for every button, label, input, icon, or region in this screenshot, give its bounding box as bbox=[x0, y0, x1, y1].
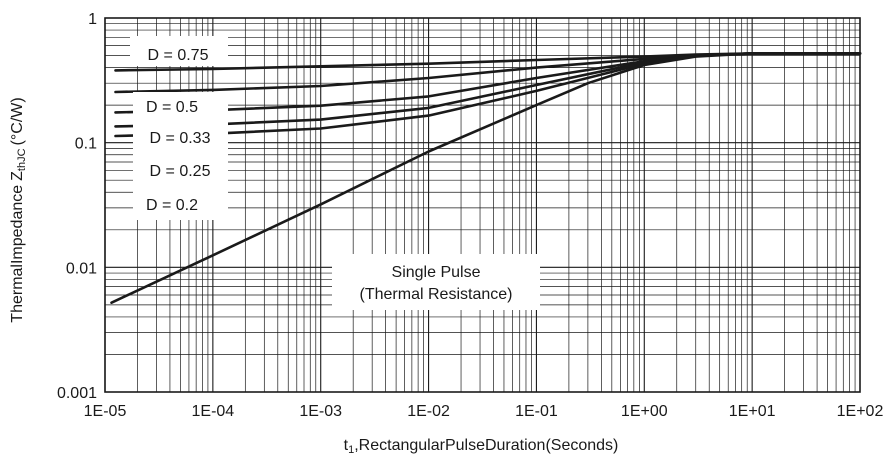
x-tick-label: 1E+01 bbox=[729, 403, 776, 420]
x-axis-title-prefix: t bbox=[344, 437, 349, 454]
y-tick-labels: 1 0.1 0.01 0.001 bbox=[57, 11, 97, 402]
x-tick-label: 1E-05 bbox=[84, 403, 127, 420]
y-axis-title-unit: (°C/W) bbox=[9, 97, 26, 145]
legend-label-2: D = 0.5 bbox=[146, 99, 198, 116]
x-axis-title-text: ,RectangularPulseDuration(Seconds) bbox=[354, 437, 618, 454]
x-tick-label: 1E-01 bbox=[515, 403, 558, 420]
series-line-6 bbox=[110, 52, 862, 304]
annotation-labels: D = 0.75 D = 0.5 D = 0.33 D = 0.25 D = 0.2 Si… bbox=[130, 36, 540, 310]
x-tick-label: 1E-02 bbox=[407, 403, 450, 420]
single-pulse-box bbox=[332, 254, 540, 310]
curves bbox=[110, 52, 862, 304]
single-pulse-label-2: (Thermal Resistance) bbox=[360, 286, 513, 303]
legend-label-4: D = 0.25 bbox=[150, 163, 211, 180]
legend-label-1: D = 0.75 bbox=[148, 47, 209, 64]
y-axis-title-subscript: thJC bbox=[16, 148, 28, 171]
y-tick-label: 0.01 bbox=[66, 260, 97, 277]
x-axis-title: t1,RectangularPulseDuration(Seconds) bbox=[344, 437, 619, 456]
y-axis-title-main: ThermalImpedance bbox=[9, 185, 26, 323]
x-tick-label: 1E-03 bbox=[299, 403, 342, 420]
legend-box-top bbox=[130, 36, 228, 66]
x-tick-labels: 1E-05 1E-04 1E-03 1E-02 1E-01 1E+00 1E+01 1E+02 bbox=[84, 403, 884, 420]
legend-box-bottom bbox=[133, 92, 228, 220]
y-tick-label: 0.001 bbox=[57, 385, 97, 402]
plot-frame bbox=[104, 17, 861, 393]
legend-label-3: D = 0.33 bbox=[150, 130, 211, 147]
x-axis-title-subscript: 1 bbox=[348, 444, 354, 456]
x-tick-label: 1E+02 bbox=[837, 403, 884, 420]
y-tick-label: 1 bbox=[88, 11, 97, 28]
y-tick-label: 0.1 bbox=[75, 136, 97, 153]
x-tick-label: 1E+00 bbox=[621, 403, 668, 420]
legend-label-5: D = 0.2 bbox=[146, 197, 198, 214]
single-pulse-label-1: Single Pulse bbox=[392, 264, 481, 281]
y-axis-title-z: Z bbox=[9, 171, 26, 181]
x-tick-label: 1E-04 bbox=[192, 403, 235, 420]
y-axis-title: ThermalImpedance ZthJC (°C/W) bbox=[9, 97, 28, 322]
